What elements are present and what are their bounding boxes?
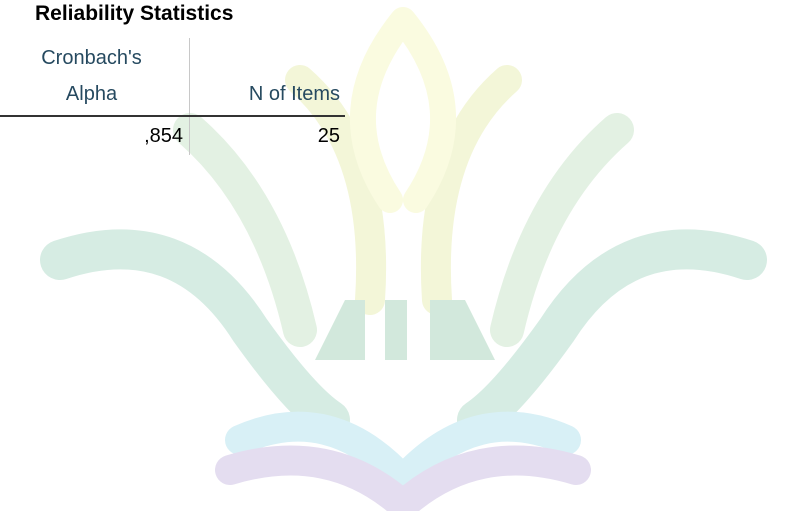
page: Reliability Statistics Cronbach's Alpha … xyxy=(0,0,807,511)
column-header: Cronbach's Alpha xyxy=(0,40,183,112)
table-cell: ,854 xyxy=(0,118,183,154)
table-cell: 25 xyxy=(190,118,340,154)
header-rule xyxy=(0,115,345,117)
table-title: Reliability Statistics xyxy=(35,2,233,26)
column-header: N of Items xyxy=(190,76,340,112)
